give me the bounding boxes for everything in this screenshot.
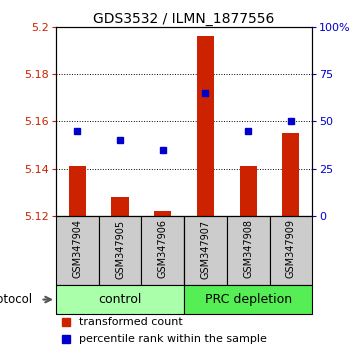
Text: control: control bbox=[98, 293, 142, 306]
Text: transformed count: transformed count bbox=[79, 318, 183, 327]
Bar bbox=[99, 216, 142, 285]
Bar bbox=[184, 216, 227, 285]
Text: PRC depletion: PRC depletion bbox=[205, 293, 292, 306]
Bar bbox=[270, 216, 312, 285]
Text: protocol: protocol bbox=[0, 293, 33, 306]
Bar bbox=[240, 166, 257, 216]
Text: GSM347908: GSM347908 bbox=[243, 219, 253, 279]
Bar bbox=[282, 133, 300, 216]
Title: GDS3532 / ILMN_1877556: GDS3532 / ILMN_1877556 bbox=[93, 12, 275, 25]
Bar bbox=[197, 36, 214, 216]
Text: GSM347907: GSM347907 bbox=[200, 219, 210, 279]
Bar bbox=[184, 285, 312, 314]
Text: percentile rank within the sample: percentile rank within the sample bbox=[79, 334, 267, 344]
Text: GSM347906: GSM347906 bbox=[158, 219, 168, 279]
Text: GSM347905: GSM347905 bbox=[115, 219, 125, 279]
Text: GSM347909: GSM347909 bbox=[286, 219, 296, 279]
Bar bbox=[56, 285, 184, 314]
Bar bbox=[56, 216, 99, 285]
Bar bbox=[154, 211, 171, 216]
Bar bbox=[142, 216, 184, 285]
Bar bbox=[112, 197, 129, 216]
Text: GSM347904: GSM347904 bbox=[72, 219, 82, 279]
Bar bbox=[227, 216, 270, 285]
Bar bbox=[69, 166, 86, 216]
